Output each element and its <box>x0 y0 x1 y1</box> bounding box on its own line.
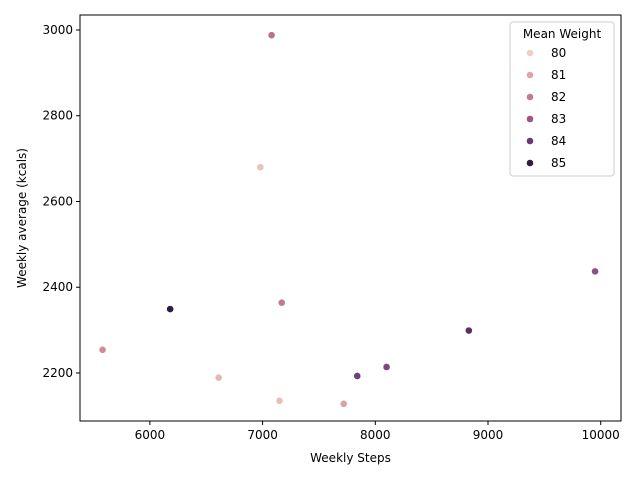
legend-label-84: 84 <box>551 134 566 148</box>
scatter-point-1 <box>267 31 276 40</box>
legend-label-83: 83 <box>551 112 566 126</box>
y-ticks: 2200 2400 2600 2800 3000 <box>42 23 80 380</box>
y-tick-label: 2600 <box>42 194 73 208</box>
legend-label-81: 81 <box>551 68 566 82</box>
legend: Mean Weight 80 81 82 83 84 85 <box>509 21 615 177</box>
y-tick-label: 3000 <box>42 23 73 37</box>
points-layer <box>98 31 599 408</box>
legend-marker-83 <box>526 115 534 123</box>
legend-title: Mean Weight <box>523 27 602 41</box>
legend-marker-85 <box>526 159 534 167</box>
legend-marker-82 <box>526 93 534 101</box>
x-tick-label: 6000 <box>135 428 166 442</box>
x-tick-label: 9000 <box>473 428 504 442</box>
plot-frame <box>79 14 622 422</box>
legend-label-85: 85 <box>551 156 566 170</box>
scatter-point-2 <box>256 163 265 172</box>
legend-marker-84 <box>526 137 534 145</box>
scatter-point-8 <box>382 363 391 371</box>
y-tick-label: 2200 <box>42 366 73 380</box>
scatter-point-6 <box>464 326 473 335</box>
legend-label-80: 80 <box>551 46 566 60</box>
y-axis-title: Weekly average (kcals) <box>15 148 29 288</box>
x-ticks: 6000 7000 8000 9000 10000 <box>135 421 620 442</box>
scatter-point-4 <box>277 298 286 307</box>
x-tick-label: 7000 <box>247 428 278 442</box>
scatter-point-10 <box>214 373 223 382</box>
scatter-point-3 <box>591 267 599 276</box>
legend-label-82: 82 <box>551 90 566 104</box>
x-axis-title: Weekly Steps <box>310 451 391 465</box>
scatter-point-5 <box>166 305 175 314</box>
y-tick-label: 2400 <box>42 280 73 294</box>
x-tick-label: 10000 <box>582 428 620 442</box>
legend-marker-80 <box>526 49 534 57</box>
legend-box <box>509 21 615 177</box>
legend-entries: 80 81 82 83 84 85 <box>526 46 566 170</box>
scatter-point-7 <box>98 345 107 354</box>
scatter-point-11 <box>275 396 284 405</box>
y-tick-label: 2800 <box>42 109 73 123</box>
scatter-point-12 <box>339 399 348 408</box>
legend-marker-81 <box>526 71 534 79</box>
scatter-point-9 <box>353 372 362 380</box>
x-tick-label: 8000 <box>360 428 391 442</box>
